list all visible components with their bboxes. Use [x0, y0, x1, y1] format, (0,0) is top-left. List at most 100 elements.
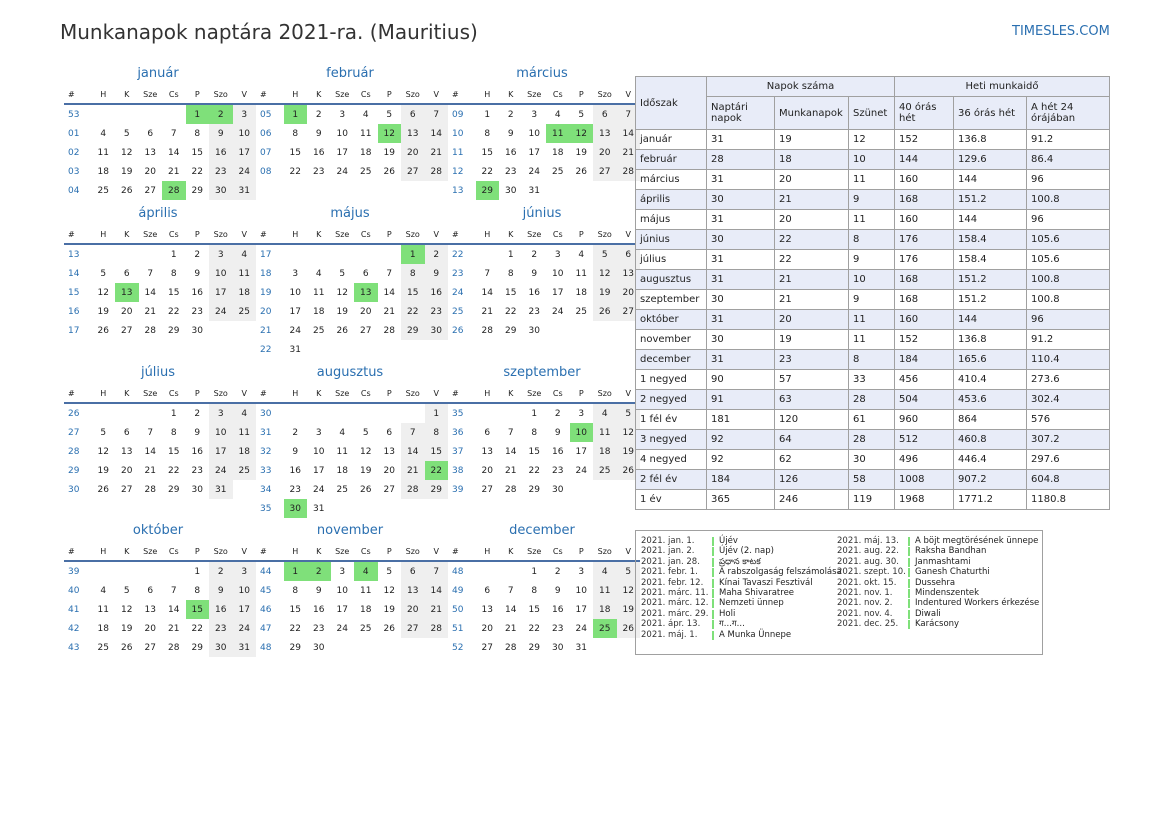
day-cell[interactable]: 11 — [232, 264, 256, 283]
day-cell[interactable]: 27 — [593, 162, 617, 181]
day-cell[interactable]: 24 — [528, 166, 540, 177]
day-cell[interactable]: 17 — [289, 306, 301, 317]
day-cell[interactable]: 14 — [505, 446, 517, 457]
day-cell[interactable]: 14 — [424, 581, 448, 600]
day-cell[interactable]: 25 — [360, 166, 372, 177]
day-cell[interactable]: 16 — [191, 287, 203, 298]
day-cell[interactable]: 10 — [575, 585, 587, 596]
day-cell[interactable]: 12 — [383, 585, 395, 596]
day-cell[interactable]: 13 — [121, 446, 133, 457]
day-cell[interactable]: 11 — [97, 147, 109, 158]
day-cell[interactable]: 6 — [362, 268, 369, 279]
day-cell[interactable]: 7 — [147, 427, 154, 438]
day-cell[interactable]: 17 — [575, 446, 587, 457]
day-cell[interactable]: 29 — [475, 181, 499, 200]
day-cell[interactable]: 17 — [209, 442, 233, 461]
day-cell[interactable]: 27 — [383, 484, 395, 495]
day-cell[interactable]: 5 — [100, 268, 107, 279]
day-cell[interactable]: 31 — [209, 480, 233, 499]
day-cell[interactable]: 19 — [383, 604, 395, 615]
day-cell[interactable]: 4 — [593, 561, 617, 581]
day-cell[interactable]: 26 — [97, 484, 109, 495]
day-cell[interactable]: 22 — [481, 166, 493, 177]
day-cell[interactable]: 4 — [232, 403, 256, 423]
day-cell[interactable]: 15 — [528, 446, 540, 457]
day-cell[interactable]: 10 — [232, 124, 256, 143]
day-cell[interactable]: 20 — [144, 623, 156, 634]
day-cell[interactable]: 12 — [97, 446, 109, 457]
day-cell[interactable]: 25 — [575, 306, 587, 317]
day-cell[interactable]: 29 — [168, 484, 180, 495]
day-cell[interactable]: 14 — [168, 147, 180, 158]
day-cell[interactable]: 12 — [616, 581, 640, 600]
day-cell[interactable]: 6 — [386, 427, 393, 438]
day-cell[interactable]: 15 — [289, 147, 301, 158]
day-cell[interactable]: 19 — [616, 442, 640, 461]
day-cell[interactable]: 11 — [593, 423, 617, 442]
day-cell[interactable]: 3 — [209, 244, 233, 264]
day-cell[interactable]: 19 — [97, 465, 109, 476]
day-cell[interactable]: 27 — [121, 325, 133, 336]
day-cell[interactable]: 5 — [339, 268, 346, 279]
day-cell[interactable]: 20 — [144, 166, 156, 177]
day-cell[interactable]: 24 — [336, 623, 348, 634]
day-cell[interactable]: 16 — [191, 446, 203, 457]
day-cell[interactable]: 27 — [144, 642, 156, 653]
day-cell[interactable]: 14 — [144, 446, 156, 457]
day-cell[interactable]: 20 — [401, 143, 425, 162]
day-cell[interactable]: 25 — [232, 302, 256, 321]
day-cell[interactable]: 6 — [147, 128, 154, 139]
day-cell[interactable]: 21 — [144, 465, 156, 476]
day-cell[interactable]: 14 — [401, 442, 425, 461]
day-cell[interactable]: 29 — [191, 185, 203, 196]
day-cell[interactable]: 30 — [424, 321, 448, 340]
day-cell[interactable]: 2 — [507, 109, 514, 120]
day-cell[interactable]: 13 — [401, 581, 425, 600]
day-cell[interactable]: 27 — [144, 185, 156, 196]
day-cell[interactable]: 18 — [360, 604, 372, 615]
day-cell[interactable]: 27 — [616, 302, 640, 321]
day-cell[interactable]: 4 — [554, 109, 561, 120]
day-cell[interactable]: 28 — [505, 484, 517, 495]
day-cell[interactable]: 24 — [575, 465, 587, 476]
day-cell[interactable]: 6 — [484, 585, 491, 596]
day-cell[interactable]: 26 — [593, 302, 617, 321]
day-cell[interactable]: 18 — [552, 147, 564, 158]
day-cell[interactable]: 24 — [575, 623, 587, 634]
day-cell[interactable]: 31 — [232, 638, 256, 657]
day-cell[interactable]: 4 — [354, 561, 378, 581]
day-cell[interactable]: 4 — [315, 268, 322, 279]
day-cell[interactable]: 25 — [593, 461, 617, 480]
day-cell[interactable]: 30 — [552, 642, 564, 653]
day-cell[interactable]: 30 — [313, 642, 325, 653]
day-cell[interactable]: 4 — [593, 403, 617, 423]
day-cell[interactable]: 24 — [232, 619, 256, 638]
day-cell[interactable]: 18 — [336, 465, 348, 476]
day-cell[interactable]: 3 — [232, 561, 256, 581]
day-cell[interactable]: 28 — [424, 619, 448, 638]
day-cell[interactable]: 12 — [569, 124, 593, 143]
day-cell[interactable]: 16 — [505, 147, 517, 158]
day-cell[interactable]: 22 — [401, 302, 425, 321]
day-cell[interactable]: 13 — [115, 283, 139, 302]
day-cell[interactable]: 31 — [528, 185, 540, 196]
day-cell[interactable]: 6 — [401, 561, 425, 581]
day-cell[interactable]: 6 — [593, 104, 617, 124]
day-cell[interactable]: 17 — [313, 465, 325, 476]
day-cell[interactable]: 16 — [209, 600, 233, 619]
day-cell[interactable]: 8 — [170, 427, 177, 438]
day-cell[interactable]: 14 — [168, 604, 180, 615]
day-cell[interactable]: 28 — [144, 325, 156, 336]
day-cell[interactable]: 28 — [144, 484, 156, 495]
day-cell[interactable]: 11 — [232, 423, 256, 442]
day-cell[interactable]: 27 — [481, 484, 493, 495]
day-cell[interactable]: 1 — [484, 109, 491, 120]
day-cell[interactable]: 5 — [123, 585, 130, 596]
day-cell[interactable]: 28 — [505, 642, 517, 653]
day-cell[interactable]: 9 — [209, 124, 233, 143]
day-cell[interactable]: 1 — [170, 408, 177, 419]
day-cell[interactable]: 8 — [484, 128, 491, 139]
day-cell[interactable]: 29 — [528, 484, 540, 495]
day-cell[interactable]: 23 — [313, 623, 325, 634]
day-cell[interactable]: 1 — [531, 566, 538, 577]
